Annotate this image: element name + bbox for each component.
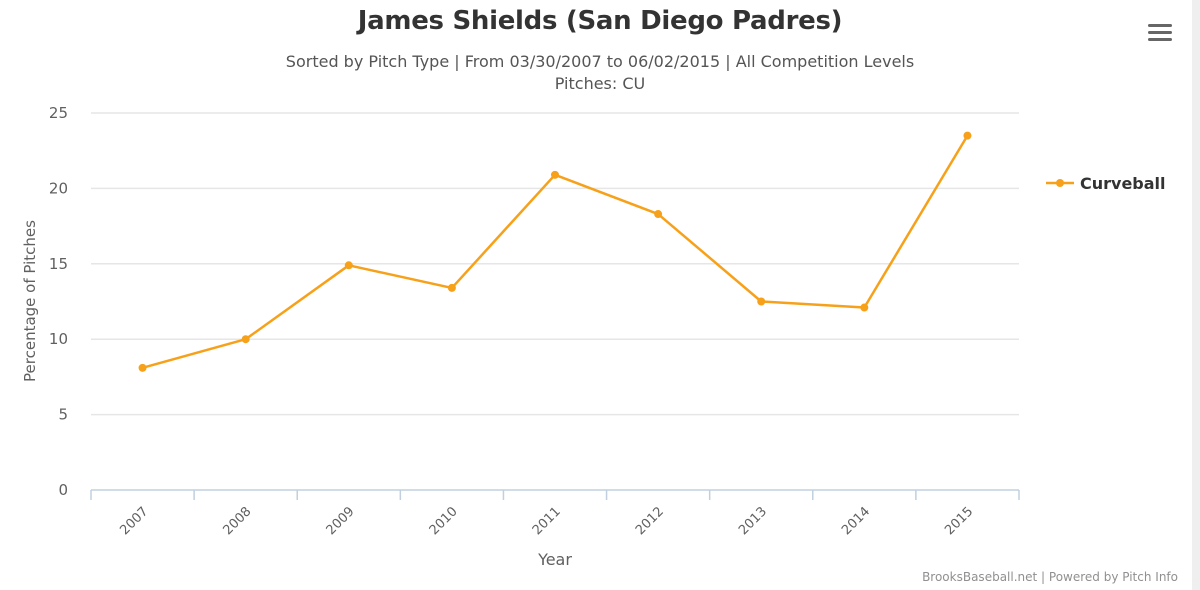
series-line: [142, 134, 969, 370]
hamburger-menu-icon[interactable]: [1146, 22, 1174, 44]
chart-title: James Shields (San Diego Padres): [357, 6, 843, 36]
x-tick-label: 2011: [530, 504, 564, 538]
chart-subtitle: Sorted by Pitch Type | From 03/30/2007 t…: [285, 52, 915, 71]
x-tick-label: 2014: [839, 504, 873, 538]
data-point-marker[interactable]: [447, 283, 456, 292]
legend-label: Curveball: [1080, 173, 1166, 193]
x-tick-label: 2010: [427, 504, 461, 538]
legend-item-curveball[interactable]: Curveball: [1046, 172, 1166, 194]
y-tick-label: 0: [58, 481, 68, 499]
y-tick-label: 5: [58, 406, 68, 424]
page-edge-strip: [1192, 0, 1200, 590]
data-point-marker[interactable]: [138, 363, 147, 372]
y-tick-label: 20: [49, 179, 68, 197]
x-tick-label: 2007: [117, 504, 151, 538]
gridlines: [91, 112, 1019, 416]
y-tick-label: 10: [49, 330, 68, 348]
x-tick-label: 2009: [324, 504, 358, 538]
data-point-marker[interactable]: [963, 131, 972, 140]
x-axis: 2007 2008 2009 2010 2011 2012 2013 2014 2015: [90, 489, 1020, 538]
data-point-marker[interactable]: [551, 170, 559, 179]
chart-subtitle-pitches: Pitches: CU: [554, 74, 646, 93]
data-point-marker[interactable]: [860, 303, 869, 312]
x-tick-label: 2015: [942, 504, 976, 538]
y-axis-ticks: 0 5 10 15 20 25: [49, 104, 68, 499]
data-point-marker[interactable]: [344, 261, 353, 270]
data-point-marker[interactable]: [757, 297, 766, 306]
y-axis-title: Percentage of Pitches: [21, 220, 39, 382]
x-tick-label: 2008: [220, 504, 254, 538]
credits-link[interactable]: BrooksBaseball.net | Powered by Pitch In…: [922, 570, 1178, 584]
x-axis-title: Year: [537, 550, 572, 569]
x-tick-label: 2013: [736, 504, 770, 538]
x-tick-label: 2012: [633, 504, 667, 538]
series-curveball[interactable]: [138, 131, 972, 372]
data-point-marker[interactable]: [241, 335, 250, 344]
legend-marker-icon: [1046, 179, 1074, 187]
y-tick-label: 25: [49, 104, 68, 122]
data-point-marker[interactable]: [654, 210, 663, 219]
y-tick-label: 15: [49, 255, 68, 273]
